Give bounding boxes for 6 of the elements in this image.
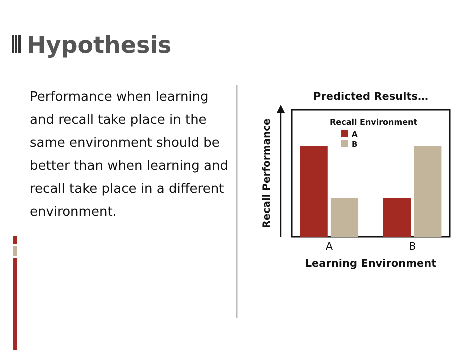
- text: Hypothesis: [27, 33, 172, 59]
- chart-title: Predicted Results…: [314, 91, 428, 103]
- y-axis-title: Recall Performance: [262, 118, 273, 228]
- legend-title: Recall Environment: [330, 118, 418, 127]
- x-axis-title: Learning Environment: [305, 258, 437, 270]
- text: Performance when learning and recall take place in the same environment should be better than when learning and recall take place in a different environment.: [30, 89, 230, 222]
